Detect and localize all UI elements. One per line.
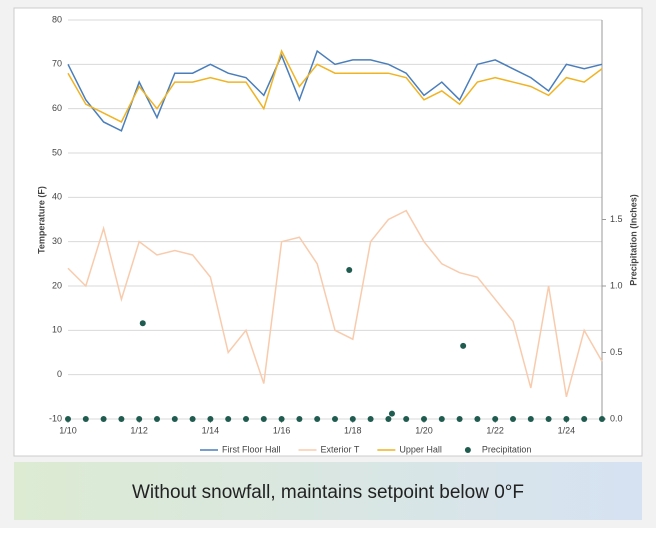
legend-label: Exterior T	[321, 444, 360, 454]
point	[225, 416, 232, 422]
x-tick-label: 1/20	[415, 425, 433, 435]
y-tick-label: 60	[52, 103, 62, 113]
y-tick-label: 50	[52, 147, 62, 157]
y-tick-label: 30	[52, 236, 62, 246]
point	[563, 416, 570, 422]
y2-tick-label: 1.0	[610, 280, 623, 290]
y-tick-label: 0	[57, 369, 62, 379]
point	[581, 416, 588, 422]
point	[296, 416, 303, 422]
point	[314, 416, 321, 422]
point	[154, 416, 160, 422]
y2-tick-label: 0.0	[610, 413, 623, 423]
point	[118, 416, 125, 422]
point	[599, 416, 605, 422]
point	[456, 416, 463, 422]
legend-label: Precipitation	[482, 444, 532, 454]
point	[189, 416, 196, 422]
legend-swatch	[464, 447, 471, 453]
point	[460, 342, 467, 349]
point	[346, 267, 353, 274]
point	[207, 416, 214, 422]
point	[171, 416, 178, 422]
x-tick-label: 1/14	[202, 425, 220, 435]
point	[510, 416, 516, 422]
line-series	[67, 209, 603, 398]
y2-tick-label: 0.5	[610, 347, 623, 357]
y-tick-label: 10	[52, 325, 62, 335]
x-tick-label: 1/22	[486, 425, 504, 435]
chart-panel	[13, 7, 643, 457]
point	[65, 416, 71, 422]
point	[438, 416, 445, 422]
y-axis-label: Temperature (F)	[36, 186, 46, 254]
point	[139, 320, 146, 327]
y-tick-label: 40	[52, 192, 62, 202]
point	[278, 416, 285, 422]
point	[82, 416, 89, 422]
point	[332, 416, 338, 422]
point	[527, 416, 534, 422]
point	[388, 410, 395, 417]
point	[492, 416, 499, 422]
x-tick-label: 1/24	[558, 425, 576, 435]
x-tick-label: 1/10	[59, 425, 77, 435]
line-series	[67, 49, 603, 123]
point	[474, 416, 481, 422]
point	[545, 416, 552, 422]
point	[136, 416, 143, 422]
point	[100, 416, 107, 422]
y-tick-label: 80	[52, 14, 62, 24]
y2-tick-label: 1.5	[610, 214, 623, 224]
point	[349, 416, 356, 422]
caption: Without snowfall, maintains setpoint bel…	[132, 482, 524, 503]
point	[243, 416, 249, 422]
y-tick-label: -10	[49, 413, 62, 423]
legend-label: Upper Hall	[399, 444, 442, 454]
y2-axis-label: Precipitation (Inches)	[628, 194, 638, 286]
x-tick-label: 1/16	[273, 425, 291, 435]
line-series	[67, 49, 603, 132]
point	[403, 416, 410, 422]
x-tick-label: 1/18	[344, 425, 362, 435]
x-tick-label: 1/12	[130, 425, 148, 435]
point	[385, 416, 392, 422]
point	[367, 416, 374, 422]
legend-label: First Floor Hall	[222, 444, 281, 454]
point	[421, 416, 427, 422]
y-tick-label: 20	[52, 280, 62, 290]
caption-band	[14, 462, 642, 520]
y-tick-label: 70	[52, 59, 62, 69]
point	[260, 416, 267, 422]
